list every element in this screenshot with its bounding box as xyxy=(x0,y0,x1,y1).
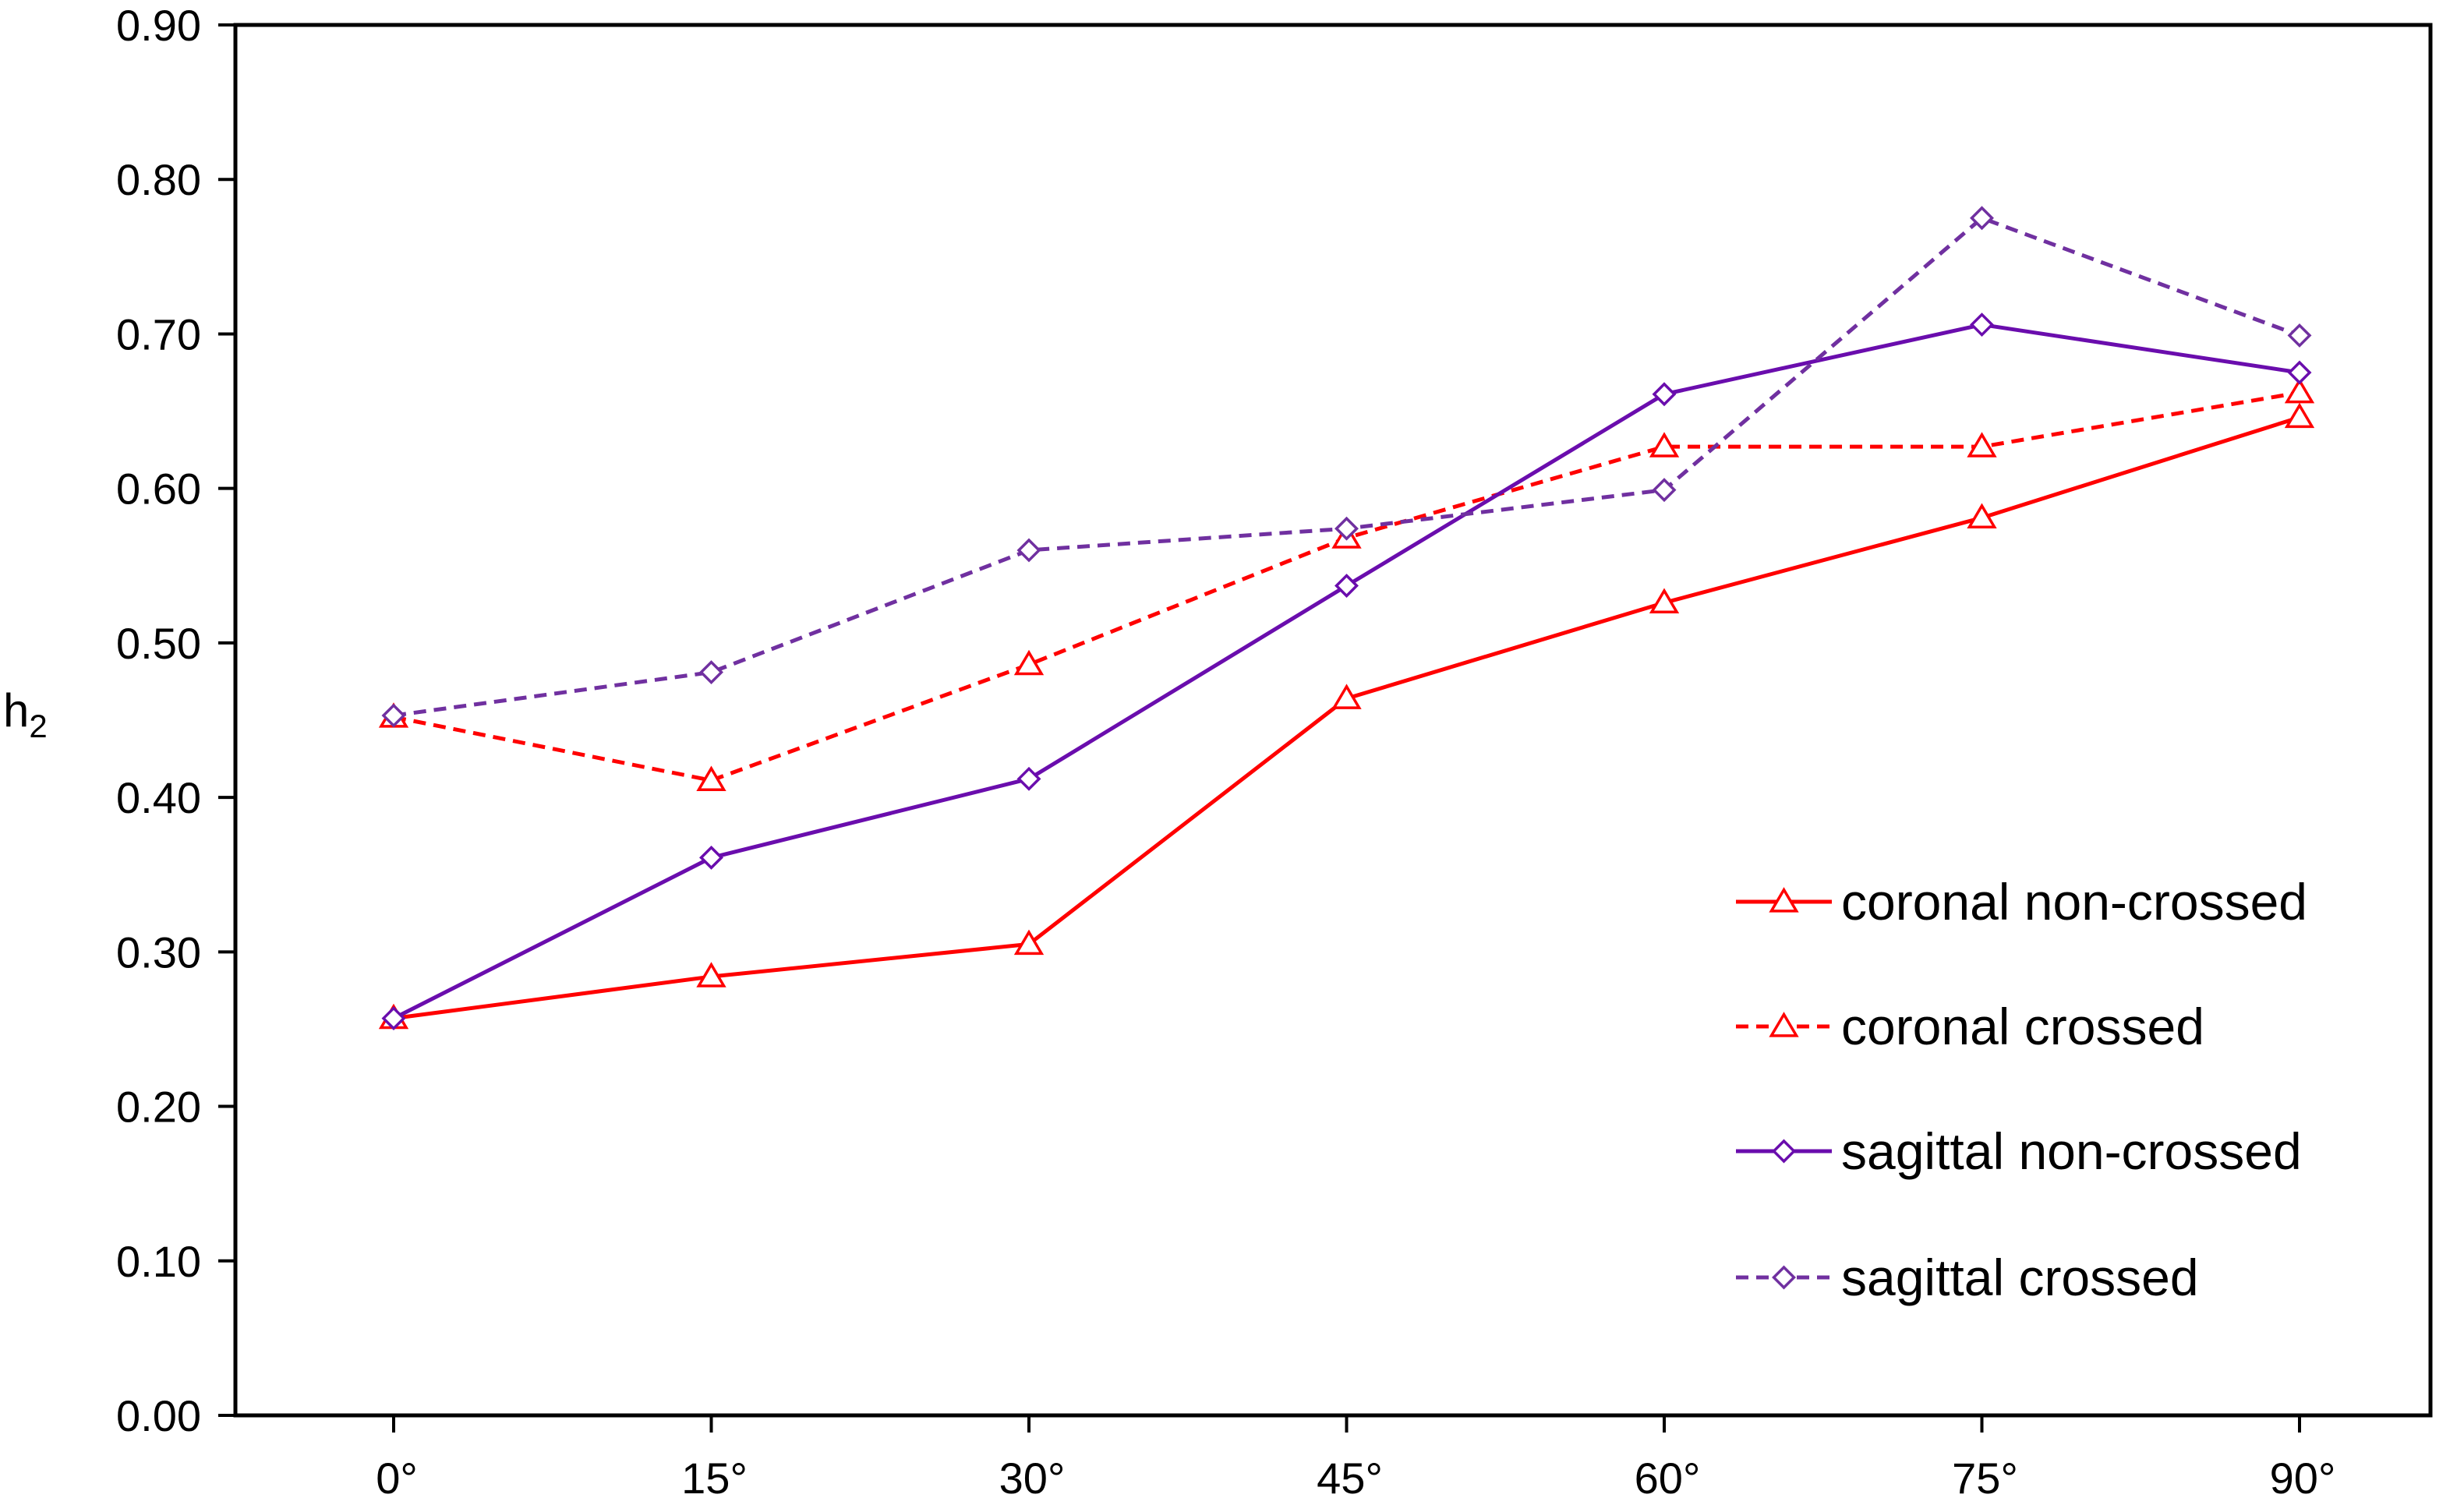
series-lines xyxy=(378,206,2315,1031)
data-point xyxy=(2284,377,2315,404)
data-point xyxy=(696,962,726,987)
data-point xyxy=(1970,313,1994,337)
data-point xyxy=(1652,382,1677,407)
y-tick-label: 0.40 xyxy=(116,773,201,822)
x-tick-label: 15° xyxy=(681,1454,748,1501)
legend-label: coronal crossed xyxy=(1841,998,2204,1055)
data-point xyxy=(1335,574,1359,599)
x-tick-label: 45° xyxy=(1317,1454,1383,1501)
legend: coronal non-crossed coronal crossed sagitt… xyxy=(1736,873,2307,1306)
y-tick-label: 0.80 xyxy=(116,155,201,204)
plot-area-frame xyxy=(233,23,2433,1418)
legend-marker xyxy=(1772,1139,1796,1164)
data-point xyxy=(1970,206,1994,231)
legend-marker xyxy=(1769,887,1799,913)
series-3 xyxy=(381,206,2312,728)
data-point xyxy=(2287,323,2312,348)
y-axis-ticks: 0.00 0.10 0.20 0.30 0.40 0.50 0.60 0.70 0.80 0.90 xyxy=(116,1,235,1440)
data-point xyxy=(1649,432,1680,458)
data-point xyxy=(696,765,726,791)
data-point xyxy=(1649,588,1680,614)
data-point xyxy=(1016,766,1041,791)
y-axis-title-subscript: 2 xyxy=(29,708,47,744)
legend-marker xyxy=(1772,1265,1796,1290)
y-tick-label: 0.10 xyxy=(116,1237,201,1286)
data-point xyxy=(2284,402,2315,429)
series-2 xyxy=(381,313,2312,1031)
legend-label: coronal non-crossed xyxy=(1841,873,2307,931)
y-tick-label: 0.90 xyxy=(116,1,201,50)
data-point xyxy=(1652,478,1677,503)
data-point xyxy=(699,660,723,685)
y-tick-label: 0.00 xyxy=(116,1391,201,1440)
x-tick-label: 75° xyxy=(1952,1454,2018,1501)
x-tick-label: 30° xyxy=(999,1454,1066,1501)
series-0 xyxy=(378,402,2315,1030)
y-tick-label: 0.30 xyxy=(116,927,201,977)
legend-marker xyxy=(1769,1012,1799,1037)
y-tick-label: 0.20 xyxy=(116,1083,201,1132)
x-tick-label: 60° xyxy=(1635,1454,1701,1501)
y-tick-label: 0.60 xyxy=(116,465,201,514)
y-tick-label: 0.70 xyxy=(116,309,201,359)
data-point xyxy=(1013,649,1045,676)
series-line xyxy=(393,216,2300,718)
data-point xyxy=(381,703,406,728)
data-point xyxy=(1013,929,1045,956)
data-point xyxy=(381,1006,406,1031)
x-tick-label: 0° xyxy=(376,1454,418,1501)
x-tick-label: 90° xyxy=(2270,1454,2336,1501)
data-point xyxy=(1335,516,1359,541)
legend-label: sagittal crossed xyxy=(1841,1249,2199,1306)
data-point xyxy=(1016,538,1041,563)
y-tick-label: 0.50 xyxy=(116,619,201,668)
data-point xyxy=(2287,360,2312,385)
data-point xyxy=(1967,503,1997,528)
legend-label: sagittal non-crossed xyxy=(1841,1122,2302,1180)
y-axis-title: h2 xyxy=(3,684,48,744)
y-axis-title-main: h xyxy=(3,684,29,737)
data-point xyxy=(1331,684,1362,709)
data-point xyxy=(1967,432,1997,458)
data-point xyxy=(699,845,723,870)
x-axis-ticks: 0° 15° 30° 45° 60° 75° 90° xyxy=(376,1415,2336,1503)
